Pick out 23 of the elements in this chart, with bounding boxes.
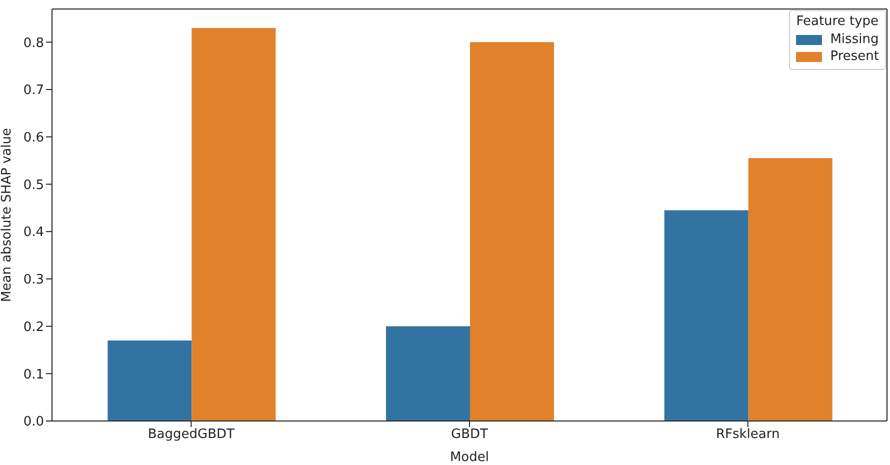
bar <box>192 28 276 421</box>
y-axis-title: Mean absolute SHAP value <box>0 128 15 302</box>
y-tick-label: 0.1 <box>23 367 44 382</box>
legend-label: Missing <box>830 32 879 47</box>
y-tick-label: 0.5 <box>23 178 44 193</box>
y-tick-label: 0.2 <box>23 320 44 335</box>
bar <box>386 326 470 421</box>
x-tick-label: RFsklearn <box>716 427 780 442</box>
x-tick-label: BaggedGBDT <box>148 427 235 442</box>
bar <box>470 42 554 421</box>
x-tick-label: GBDT <box>451 427 488 442</box>
y-tick-label: 0.4 <box>23 225 44 240</box>
y-tick-label: 0.7 <box>23 83 44 98</box>
bar <box>108 340 192 421</box>
bar <box>748 158 832 421</box>
legend-title: Feature type <box>796 14 879 29</box>
y-tick-label: 0.3 <box>23 272 44 288</box>
y-tick-label: 0.0 <box>23 414 44 430</box>
y-tick-label: 0.6 <box>23 130 44 146</box>
x-axis-title: Model <box>450 450 490 465</box>
legend-label: Present <box>830 49 879 64</box>
bar <box>664 210 748 421</box>
y-tick-label: 0.8 <box>23 36 44 51</box>
